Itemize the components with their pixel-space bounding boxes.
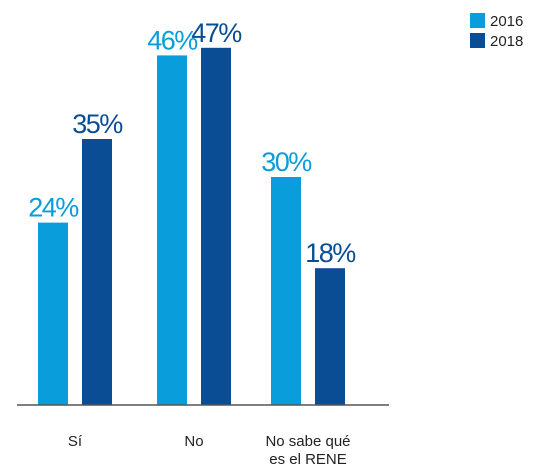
category-label-0: Sí [68,433,83,450]
category-label-1: No [184,433,203,450]
value-label-2016-2: 30% [261,147,312,177]
value-label-2018-1: 47% [191,18,242,48]
category-label-2: No sabe qué es el RENE [265,433,350,468]
legend-swatch-2016 [470,13,485,28]
value-label-2018-0: 35% [72,109,123,139]
legend: 2016 2018 [470,13,523,50]
bar-2016-2 [271,177,301,405]
bar-2018-1 [201,47,231,406]
legend-swatch-2018 [470,33,485,48]
value-label-2018-2: 18% [305,238,356,268]
bar-2016-1 [157,55,187,406]
legend-label-2018: 2018 [490,33,523,50]
legend-label-2016: 2016 [490,13,523,30]
value-label-2016-0: 24% [28,193,79,223]
category-labels-group: Sí No No sabe qué es el RENE [68,433,351,468]
value-labels-group: 24% 35% 46%47% 30% 18% [28,18,358,268]
bar-2018-0 [82,139,112,405]
bars-group [38,47,345,406]
bar-2018-2 [315,268,345,405]
bar-2016-0 [38,222,68,405]
value-label-2016-1: 46% [147,25,198,55]
